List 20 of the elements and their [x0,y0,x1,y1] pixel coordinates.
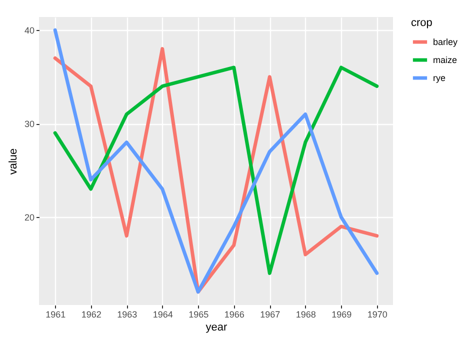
x-tick-label: 1962 [81,310,102,320]
x-axis-title: year [206,322,228,334]
legend-label: rye [433,73,446,83]
legend-title: crop [411,17,432,29]
y-axis-title: value [7,148,20,175]
x-tick-label: 1963 [117,310,138,320]
x-tick-label: 1961 [46,310,66,320]
x-tick-label: 1966 [224,310,244,320]
x-tick-label: 1964 [152,310,173,320]
x-tick-label: 1970 [367,310,388,320]
x-tick-label: 1968 [296,310,316,320]
x-tick-label: 1967 [260,310,280,320]
x-tick-label: 1965 [188,310,209,320]
y-tick-label: 30 [24,119,34,130]
legend-label: maize [433,55,458,65]
line-series [53,66,379,275]
legend-label: barley [433,37,458,47]
y-tick-label: 40 [24,26,34,36]
x-tick-label: 1969 [332,310,352,320]
y-tick-label: 20 [24,212,34,223]
